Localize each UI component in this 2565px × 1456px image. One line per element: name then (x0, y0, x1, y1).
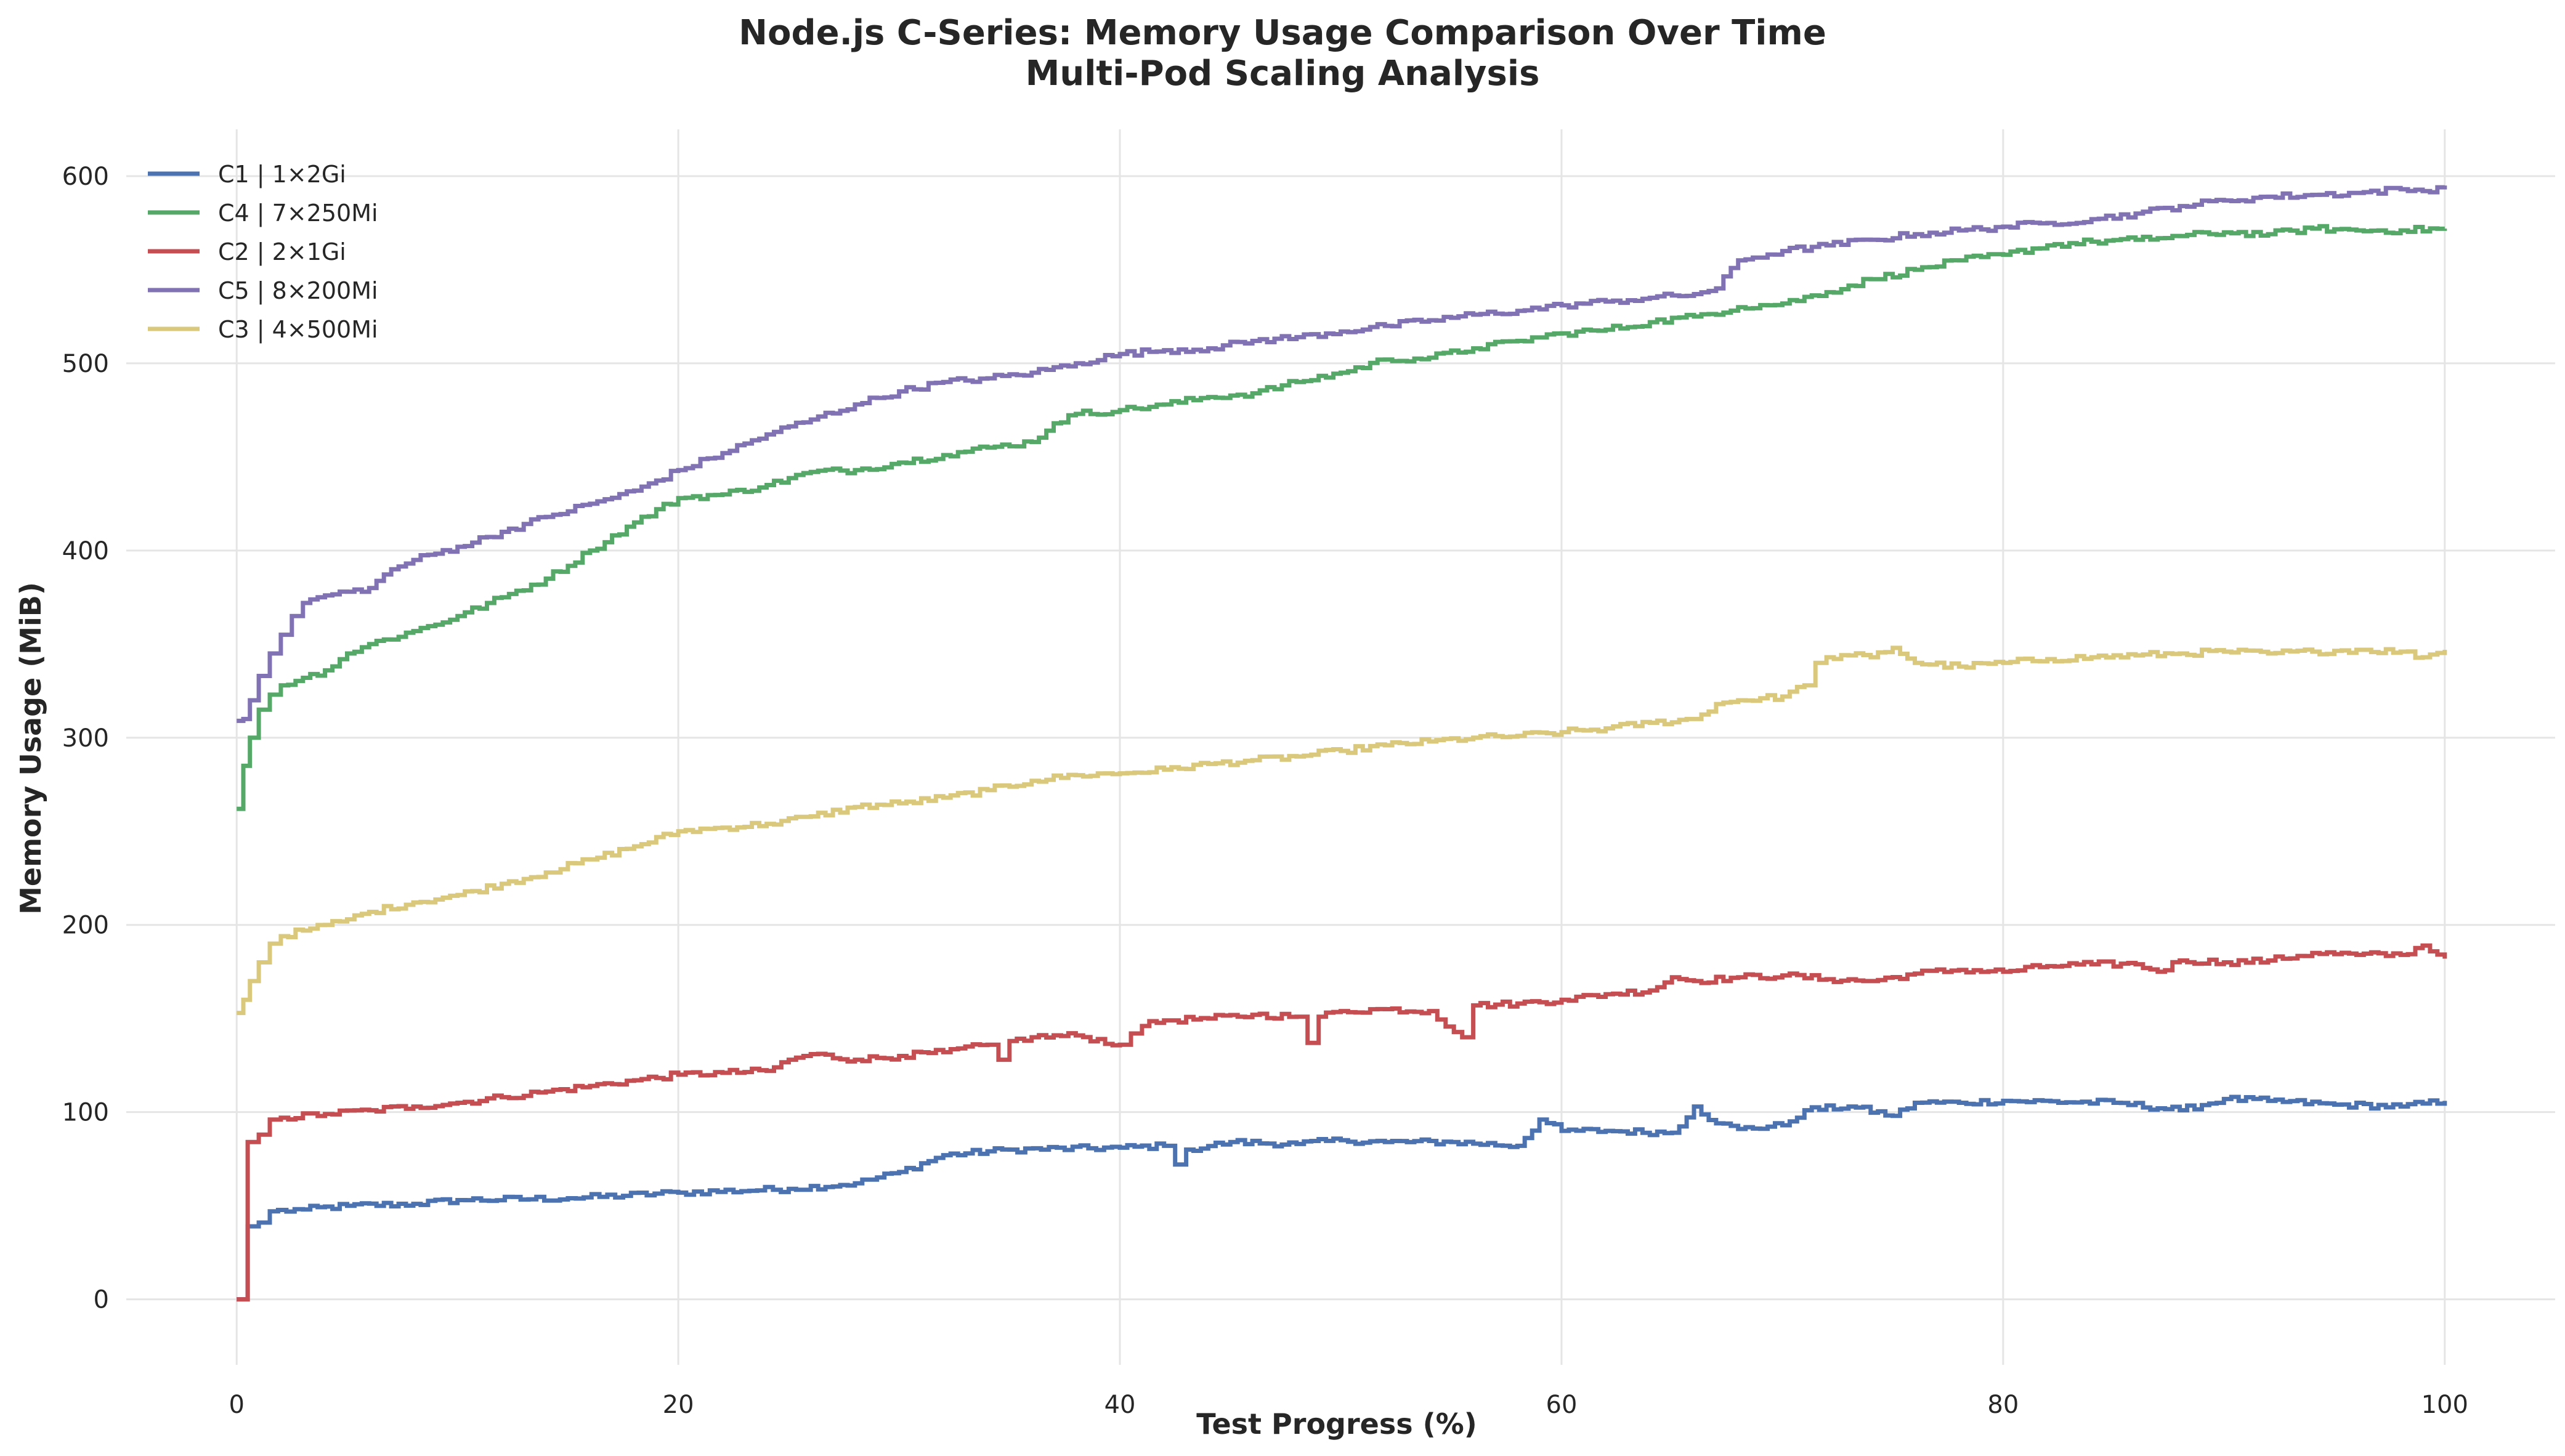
legend: C1 | 1×2Gi C4 | 7×250Mi C2 | 2×1Gi C5 | 8×2… (148, 161, 378, 344)
chart-subtitle: Multi-Pod Scaling Analysis (1026, 54, 1540, 94)
chart-title: Node.js C-Series: Memory Usage Compariso… (739, 13, 1826, 53)
series-layer (237, 185, 2447, 1302)
x-tick-label: 0 (229, 1391, 245, 1419)
tick-labels: 0 20 40 60 80 100 0 100 200 300 400 500 600 (62, 163, 2468, 1419)
x-tick-label: 80 (1987, 1391, 2019, 1419)
legend-entry: C1 | 1×2Gi (218, 161, 346, 188)
x-tick-label: 20 (663, 1391, 694, 1419)
y-tick-label: 300 (62, 724, 109, 753)
y-tick-label: 0 (94, 1286, 109, 1314)
y-tick-label: 500 (62, 350, 109, 378)
y-tick-label: 100 (62, 1099, 109, 1127)
series-line-2 (237, 224, 2447, 811)
y-tick-label: 200 (62, 912, 109, 940)
x-tick-label: 100 (2421, 1391, 2468, 1419)
x-tick-label: 40 (1104, 1391, 1136, 1419)
series-line-1 (237, 1094, 2447, 1302)
x-tick-label: 60 (1546, 1391, 1578, 1419)
series-line-5 (237, 645, 2447, 1016)
x-axis-label: Test Progress (%) (1196, 1407, 1477, 1441)
y-axis-label: Memory Usage (MiB) (14, 582, 47, 915)
legend-entry: C5 | 8×200Mi (218, 277, 378, 305)
series-line-3 (237, 943, 2447, 1302)
y-tick-label: 400 (62, 537, 109, 565)
legend-entry: C2 | 2×1Gi (218, 238, 346, 266)
y-tick-label: 600 (62, 163, 109, 191)
legend-entry: C3 | 4×500Mi (218, 316, 378, 344)
series-line-4 (237, 185, 2447, 723)
grid-lines (126, 129, 2555, 1365)
legend-entry: C4 | 7×250Mi (218, 200, 378, 227)
